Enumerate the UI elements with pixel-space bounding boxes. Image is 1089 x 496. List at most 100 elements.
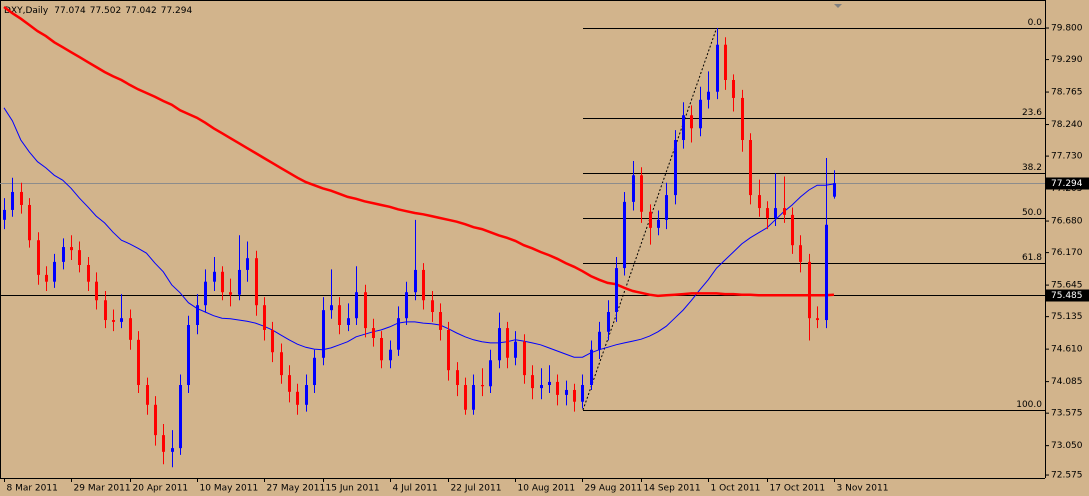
candle-body xyxy=(405,292,408,319)
candle-body xyxy=(20,191,23,205)
x-tick-label: 17 Oct 2011 xyxy=(770,484,826,494)
x-tick-label: 27 May 2011 xyxy=(267,484,326,494)
fib-label: 61.8 xyxy=(1022,253,1042,263)
candle-body xyxy=(87,264,90,282)
x-tick-label: 8 Mar 2011 xyxy=(7,484,58,494)
candle-body xyxy=(447,329,450,371)
x-tick-label: 14 Sep 2011 xyxy=(644,484,701,494)
candle-body xyxy=(238,269,241,295)
candle-body xyxy=(162,435,165,452)
candle-body xyxy=(607,312,610,332)
candle-body xyxy=(632,175,635,202)
candle-body xyxy=(774,208,777,218)
hline-price-box xyxy=(1046,289,1089,302)
candle-body xyxy=(11,191,14,210)
y-tick-label: 75.135 xyxy=(1051,312,1083,322)
candle-body xyxy=(120,318,123,322)
candle-body xyxy=(783,208,786,215)
x-tick-label: 1 Oct 2011 xyxy=(711,484,761,494)
y-tick-label: 77.730 xyxy=(1051,152,1083,162)
candle-body xyxy=(255,258,258,306)
candle-body xyxy=(322,310,325,358)
candle-body xyxy=(146,385,149,405)
candle-body xyxy=(514,341,517,358)
candle-body xyxy=(699,99,702,129)
y-tick-label: 74.610 xyxy=(1051,345,1083,355)
candle-body xyxy=(741,97,744,141)
candle-body xyxy=(422,269,425,301)
y-tick-label: 79.800 xyxy=(1051,24,1083,34)
candle-body xyxy=(732,79,735,98)
x-tick-label: 22 Jul 2011 xyxy=(451,484,502,494)
candle-body xyxy=(489,360,492,387)
candle-body xyxy=(305,385,308,405)
candle-body xyxy=(129,318,132,340)
x-tick-label: 10 Aug 2011 xyxy=(518,484,576,494)
x-tick-label: 20 Apr 2011 xyxy=(133,484,189,494)
candle-body xyxy=(657,219,660,228)
fib-label: 23.6 xyxy=(1022,108,1042,118)
candle-body xyxy=(347,318,350,325)
candle-body xyxy=(464,385,467,410)
candle-body xyxy=(70,247,73,251)
candle-body xyxy=(53,261,56,282)
candle-body xyxy=(280,352,283,376)
candle-body xyxy=(380,337,383,361)
candle-body xyxy=(590,349,593,386)
candle-body xyxy=(598,331,601,350)
candle-body xyxy=(263,305,266,330)
candle-body xyxy=(749,140,752,196)
candle-body xyxy=(816,318,819,321)
fib-label: 100.0 xyxy=(1016,400,1042,410)
candle-body xyxy=(674,140,677,196)
candle-body xyxy=(456,370,459,386)
candle-body xyxy=(439,312,442,330)
fib-label: 0.0 xyxy=(1028,18,1043,28)
candle-body xyxy=(179,385,182,449)
fib-label: 38.2 xyxy=(1022,163,1042,173)
candle-body xyxy=(758,195,761,209)
candle-body xyxy=(112,320,115,322)
candle-body xyxy=(548,381,551,386)
bid-price-box xyxy=(1046,177,1089,190)
high-value: 77.502 xyxy=(90,6,122,16)
candle-body xyxy=(808,261,811,319)
candle-body xyxy=(565,389,568,395)
candle-body xyxy=(623,201,626,269)
candle-body xyxy=(372,328,375,338)
candle-body xyxy=(288,375,291,392)
candle-body xyxy=(414,269,417,293)
candle-body xyxy=(330,305,333,311)
candle-body xyxy=(338,305,341,325)
y-tick-label: 79.290 xyxy=(1051,55,1083,65)
bid-price-label: 77.294 xyxy=(1051,179,1083,189)
y-tick-label: 76.170 xyxy=(1051,248,1083,258)
candle-body xyxy=(271,329,274,353)
candle-body xyxy=(640,175,643,212)
candle-body xyxy=(825,224,828,321)
candle-body xyxy=(187,324,190,386)
chart-header: DXY,Daily 77.074 77.502 77.042 77.294 xyxy=(4,6,192,16)
candle-body xyxy=(204,281,207,306)
candle-body xyxy=(581,385,584,402)
y-tick-label: 72.575 xyxy=(1051,471,1083,481)
candle-body xyxy=(62,247,65,262)
candle-body xyxy=(498,328,501,361)
candle-body xyxy=(221,271,224,293)
candle-body xyxy=(171,448,174,452)
x-tick-label: 10 May 2011 xyxy=(200,484,259,494)
candle-body xyxy=(791,214,794,246)
y-tick-label: 73.050 xyxy=(1051,441,1083,451)
fib-trendline xyxy=(582,27,718,411)
y-tick-label: 78.240 xyxy=(1051,120,1083,130)
candle-body xyxy=(665,195,668,220)
y-tick-label: 76.680 xyxy=(1051,217,1083,227)
candle-body xyxy=(833,183,836,197)
x-tick-label: 29 Aug 2011 xyxy=(585,484,643,494)
candle-body xyxy=(481,385,484,387)
y-tick-label: 74.085 xyxy=(1051,377,1083,387)
candle-body xyxy=(104,300,107,321)
candle-body xyxy=(37,240,40,275)
